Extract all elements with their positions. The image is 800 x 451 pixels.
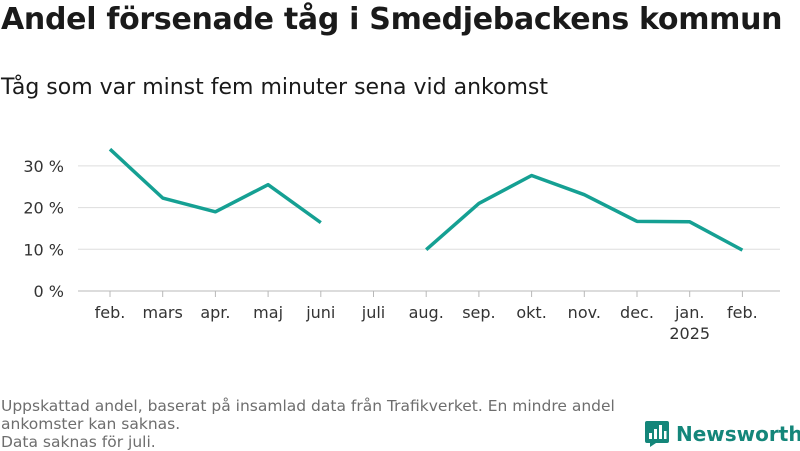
x-tick-sublabel: 2025 [669, 324, 710, 343]
chart-title: Andel försenade tåg i Smedjebackens komm… [1, 2, 783, 37]
x-tick-label: maj [253, 303, 283, 322]
grid-lines [78, 165, 780, 292]
series-line-segment [425, 173, 744, 252]
chart-subtitle: Tåg som var minst fem minuter sena vid a… [1, 75, 548, 100]
y-tick-label: 10 % [23, 240, 64, 259]
x-tick-label: mars [143, 303, 183, 322]
footnote: Uppskattad andel, baserat på insamlad da… [1, 397, 641, 451]
x-tick-label: sep. [462, 303, 495, 322]
x-tick-label: feb. [727, 303, 758, 322]
footnote-line-2: Data saknas för juli. [1, 433, 156, 451]
y-tick-label: 20 % [23, 199, 64, 218]
newsworthy-logo-icon [645, 421, 669, 447]
brand-logo: Newsworthy [644, 420, 800, 448]
x-tick-label: jan. [674, 303, 704, 322]
x-tick-label: okt. [516, 303, 546, 322]
y-tick-label: 0 % [34, 282, 64, 301]
x-tick-label: juni [305, 303, 335, 322]
x-tick-label: aug. [409, 303, 444, 322]
x-tick-label: juli [361, 303, 385, 322]
y-tick-label: 30 % [23, 157, 64, 176]
x-axis-ticks: feb. mars apr. maj juni juli aug. sep. okt. nov. d… [95, 291, 758, 343]
x-tick-label: apr. [200, 303, 230, 322]
y-axis-ticks: 0 % 10 % 20 % 30 % [23, 157, 64, 301]
brand-name: Newsworthy [676, 422, 800, 446]
x-tick-label: feb. [95, 303, 126, 322]
series-lines [108, 147, 744, 252]
footnote-line-1: Uppskattad andel, baserat på insamlad da… [1, 397, 615, 433]
x-tick-label: nov. [568, 303, 601, 322]
series-line-segment [108, 147, 322, 225]
x-tick-label: dec. [620, 303, 654, 322]
